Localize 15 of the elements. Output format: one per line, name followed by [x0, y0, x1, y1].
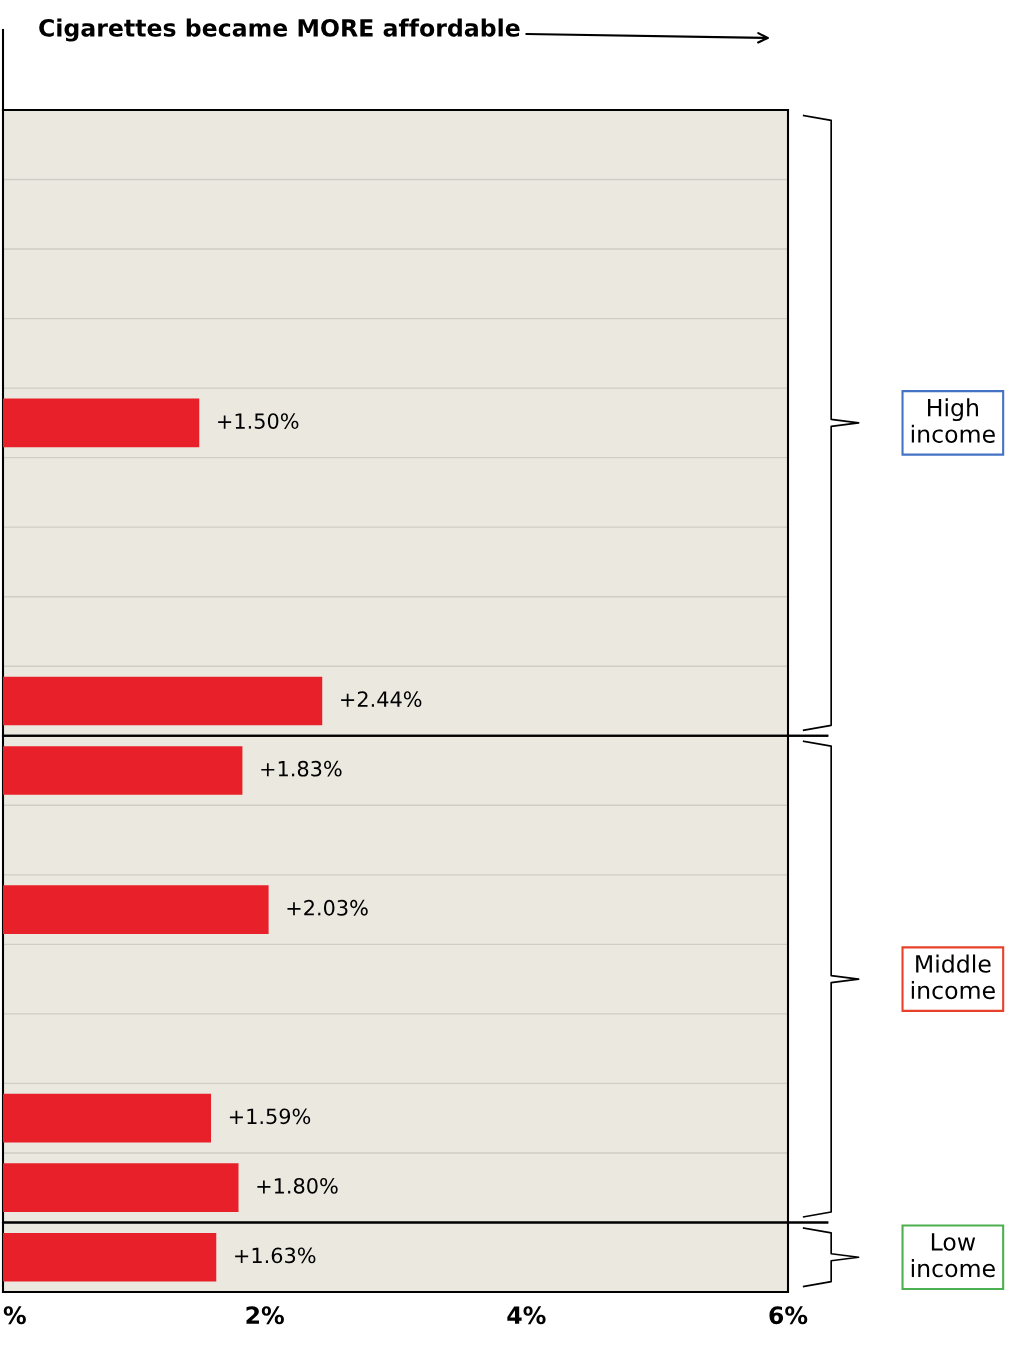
data-label: +2.44% [341, 691, 422, 708]
data-label: +1.59% [229, 1108, 311, 1125]
data-label: +1.50% [218, 413, 299, 429]
data-label: +1.83% [261, 760, 342, 777]
text: Low income [911, 1233, 995, 1278]
data-label: +1.80% [257, 1177, 338, 1194]
text: Middle income [911, 954, 995, 1000]
x-tick-label: 6% [769, 1306, 808, 1325]
data-label: +1.63% [235, 1247, 316, 1264]
text: High income [911, 398, 995, 443]
x-tick-label: % [3, 1306, 26, 1325]
chart-title: Cigarettes became MORE affordable [39, 18, 520, 42]
data-label: +2.03% [287, 899, 368, 916]
x-tick-label: 2% [246, 1306, 284, 1325]
x-tick-label: 4% [507, 1306, 546, 1325]
